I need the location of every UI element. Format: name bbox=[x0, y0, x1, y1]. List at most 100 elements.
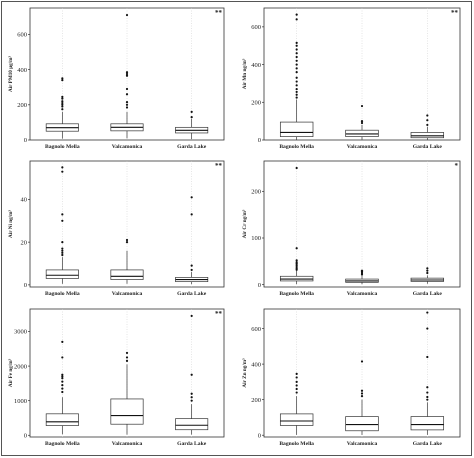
outlier-point bbox=[295, 387, 298, 391]
y-tick-label: 600 bbox=[251, 24, 261, 31]
outlier-point bbox=[426, 395, 429, 399]
x-category-label: Valcamonica bbox=[347, 441, 378, 447]
y-tick-label: 20 bbox=[21, 239, 28, 246]
outlier-point bbox=[190, 396, 193, 399]
outlier-point bbox=[426, 123, 429, 127]
outlier-point bbox=[61, 101, 64, 105]
outlier-point bbox=[125, 359, 129, 362]
box bbox=[279, 121, 314, 137]
outlier-point bbox=[295, 391, 298, 394]
outlier-point bbox=[295, 59, 298, 62]
significance-marker: ** bbox=[215, 310, 223, 318]
y-axis-label: Air PM10 μg/m³ bbox=[8, 56, 14, 93]
y-tick-label: 3000 bbox=[14, 329, 27, 336]
y-tick-label: 600 bbox=[251, 326, 261, 333]
outlier-point bbox=[125, 101, 129, 104]
outlier-point bbox=[426, 114, 429, 117]
outlier-point bbox=[61, 247, 64, 250]
outlier-point bbox=[426, 327, 429, 330]
outlier-point bbox=[295, 247, 298, 250]
x-category-label: Valcamonica bbox=[112, 441, 143, 447]
outlier-point bbox=[61, 100, 64, 103]
outlier-point bbox=[360, 104, 364, 108]
outlier-point bbox=[295, 96, 298, 99]
outlier-point bbox=[125, 72, 129, 76]
x-category-label: Valcamonica bbox=[112, 291, 143, 297]
outlier-point bbox=[125, 106, 129, 109]
box bbox=[410, 132, 445, 139]
outlier-point bbox=[125, 356, 129, 359]
outlier-point bbox=[360, 389, 364, 392]
y-tick-label: 0 bbox=[258, 432, 261, 439]
outlier-point bbox=[61, 95, 64, 98]
outlier-point bbox=[190, 110, 193, 113]
outlier-point bbox=[61, 79, 64, 82]
chart-svg: Air Ni ng/m³ 0 20 40 ** Bagnolo Mella Valcamon… bbox=[8, 160, 225, 297]
outlier-point bbox=[190, 268, 193, 272]
outlier-point bbox=[426, 271, 429, 275]
outlier-point bbox=[295, 265, 298, 269]
x-category-label: Valcamonica bbox=[112, 144, 143, 150]
x-category-label: Bagnolo Mella bbox=[279, 144, 314, 150]
x-category-label: Bagnolo Mella bbox=[45, 144, 80, 150]
outlier-point bbox=[61, 105, 64, 108]
y-tick-label: 2000 bbox=[14, 363, 27, 370]
boxplot-panel-zn: Air Zn ng/m³ 0 200 400 600 Bagnolo Mella Valca… bbox=[238, 305, 470, 453]
outlier-point bbox=[125, 238, 129, 242]
y-tick-label: 400 bbox=[17, 67, 27, 74]
outlier-point bbox=[295, 52, 298, 55]
outlier-point bbox=[295, 380, 298, 383]
outlier-point bbox=[360, 120, 364, 123]
outlier-point bbox=[426, 355, 429, 359]
y-tick-label: 200 bbox=[17, 102, 27, 109]
boxplot-panel-mn: Air Mn ng/m³ 0 200 400 600 ** Bagnolo Mella Val… bbox=[238, 4, 470, 156]
outlier-point bbox=[295, 87, 298, 91]
significance-marker: ** bbox=[215, 162, 223, 170]
x-category-label: Garda Lake bbox=[413, 144, 443, 150]
outlier-point bbox=[61, 377, 64, 380]
outlier-point bbox=[61, 380, 64, 383]
outlier-point bbox=[125, 93, 129, 96]
outlier-point bbox=[61, 384, 64, 387]
outlier-point bbox=[295, 259, 298, 262]
outlier-point bbox=[190, 373, 193, 376]
significance-marker: * bbox=[455, 162, 459, 170]
y-tick-label: 0 bbox=[24, 432, 27, 439]
outlier-point bbox=[295, 55, 298, 59]
box bbox=[110, 398, 144, 425]
y-tick-label: 0 bbox=[24, 282, 27, 289]
box bbox=[279, 413, 314, 426]
outlier-point bbox=[295, 48, 298, 51]
chart-svg: Air Zn ng/m³ 0 200 400 600 Bagnolo Mella Valca… bbox=[242, 308, 461, 447]
box bbox=[345, 416, 379, 432]
outlier-point bbox=[61, 373, 64, 376]
outlier-point bbox=[61, 249, 64, 252]
outlier-point bbox=[61, 390, 64, 394]
outlier-point bbox=[61, 253, 64, 257]
outlier-point bbox=[295, 90, 298, 94]
outlier-point bbox=[190, 196, 193, 199]
outlier-point bbox=[426, 269, 429, 272]
chart-svg: Air Cr ng/m³ 0 100 200 * Bagnolo Mella Valcamo… bbox=[242, 160, 461, 297]
y-tick-label: 100 bbox=[251, 235, 261, 242]
box bbox=[175, 418, 209, 431]
chart-svg: Air PM10 μg/m³ 0 200 400 600 ** Bagnolo Mella V… bbox=[8, 7, 225, 150]
x-category-label: Garda Lake bbox=[177, 441, 207, 447]
box bbox=[410, 416, 445, 431]
outlier-point bbox=[295, 376, 298, 379]
x-category-label: Garda Lake bbox=[177, 291, 207, 297]
outlier-point bbox=[190, 116, 193, 119]
outlier-point bbox=[125, 103, 129, 106]
outlier-point bbox=[61, 375, 64, 378]
outlier-point bbox=[61, 166, 64, 169]
outlier-point bbox=[360, 395, 364, 398]
outlier-point bbox=[295, 63, 298, 66]
x-category-label: Bagnolo Mella bbox=[279, 291, 314, 297]
box bbox=[110, 269, 144, 280]
y-tick-label: 200 bbox=[251, 397, 261, 404]
outlier-point bbox=[190, 213, 193, 216]
outlier-point bbox=[360, 269, 364, 272]
outlier-point bbox=[61, 356, 64, 359]
boxplot-panel-fe: Air Fe ng/m³ 0 1000 2000 3000 ** Bagnolo Mella… bbox=[4, 305, 234, 453]
